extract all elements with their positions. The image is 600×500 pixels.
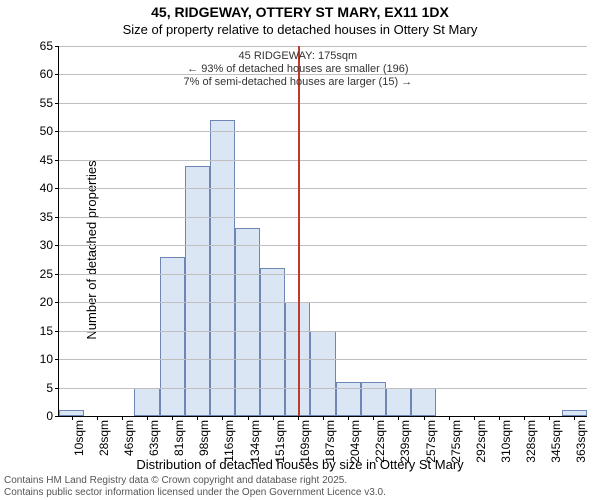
gridline <box>59 245 587 246</box>
annotation-line3-text: 7% of semi-detached houses are larger (1… <box>184 76 399 88</box>
reference-line <box>298 46 300 416</box>
ytick-mark <box>55 388 59 389</box>
xtick-label: 116sqm <box>222 420 236 462</box>
xtick-label: 81sqm <box>172 420 186 456</box>
chart-container: 45, RIDGEWAY, OTTERY ST MARY, EX11 1DX S… <box>0 0 600 500</box>
ytick-mark <box>55 416 59 417</box>
gridline <box>59 331 587 332</box>
gridline <box>59 160 587 161</box>
annotation-line2-text: 93% of detached houses are smaller (196) <box>201 63 408 75</box>
histogram-bar <box>160 257 185 416</box>
gridline <box>59 388 587 389</box>
ytick-mark <box>55 302 59 303</box>
arrow-left-icon: ← <box>187 63 198 76</box>
xtick-label: 98sqm <box>197 420 211 456</box>
x-axis-label: Distribution of detached houses by size … <box>0 457 600 472</box>
gridline <box>59 274 587 275</box>
ytick-label: 40 <box>40 181 53 195</box>
ytick-mark <box>55 245 59 246</box>
ytick-label: 0 <box>46 409 53 423</box>
ytick-label: 25 <box>40 267 53 281</box>
ytick-label: 55 <box>40 96 53 110</box>
histogram-bar <box>210 120 235 416</box>
ytick-mark <box>55 131 59 132</box>
gridline <box>59 217 587 218</box>
annotation-box: 45 RIDGEWAY: 175sqm ← 93% of detached ho… <box>168 50 428 88</box>
chart-subtitle: Size of property relative to detached ho… <box>0 22 600 37</box>
histogram-bar <box>260 268 285 416</box>
histogram-bar <box>310 331 335 416</box>
ytick-label: 65 <box>40 39 53 53</box>
gridline <box>59 359 587 360</box>
ytick-mark <box>55 160 59 161</box>
footer-line1: Contains HM Land Registry data © Crown c… <box>4 475 386 487</box>
ytick-mark <box>55 46 59 47</box>
ytick-label: 50 <box>40 124 53 138</box>
xtick-label: 46sqm <box>122 420 136 456</box>
ytick-mark <box>55 359 59 360</box>
xtick-label: 63sqm <box>147 420 161 456</box>
annotation-line2: ← 93% of detached houses are smaller (19… <box>168 63 428 76</box>
histogram-bar <box>386 388 411 416</box>
bars-layer <box>59 46 587 416</box>
gridline <box>59 188 587 189</box>
annotation-line3: 7% of semi-detached houses are larger (1… <box>168 76 428 89</box>
ytick-mark <box>55 103 59 104</box>
ytick-label: 5 <box>46 381 53 395</box>
arrow-right-icon: → <box>401 76 412 89</box>
ytick-label: 20 <box>40 295 53 309</box>
ytick-mark <box>55 217 59 218</box>
gridline <box>59 302 587 303</box>
xtick-label: 10sqm <box>72 420 86 456</box>
ytick-label: 35 <box>40 210 53 224</box>
ytick-label: 30 <box>40 238 53 252</box>
annotation-line1: 45 RIDGEWAY: 175sqm <box>168 50 428 63</box>
ytick-label: 15 <box>40 324 53 338</box>
chart-title: 45, RIDGEWAY, OTTERY ST MARY, EX11 1DX <box>0 4 600 20</box>
ytick-mark <box>55 274 59 275</box>
plot-area: 45 RIDGEWAY: 175sqm ← 93% of detached ho… <box>58 46 587 417</box>
ytick-label: 60 <box>40 67 53 81</box>
histogram-bar <box>185 166 210 416</box>
ytick-label: 45 <box>40 153 53 167</box>
xtick-label: 28sqm <box>97 420 111 456</box>
histogram-bar <box>411 388 436 416</box>
ytick-label: 10 <box>40 352 53 366</box>
histogram-bar <box>134 388 159 416</box>
footer-line2: Contains public sector information licen… <box>4 487 386 499</box>
ytick-mark <box>55 331 59 332</box>
gridline <box>59 46 587 47</box>
gridline <box>59 131 587 132</box>
ytick-mark <box>55 74 59 75</box>
attribution-footer: Contains HM Land Registry data © Crown c… <box>4 475 386 498</box>
gridline <box>59 103 587 104</box>
ytick-mark <box>55 188 59 189</box>
